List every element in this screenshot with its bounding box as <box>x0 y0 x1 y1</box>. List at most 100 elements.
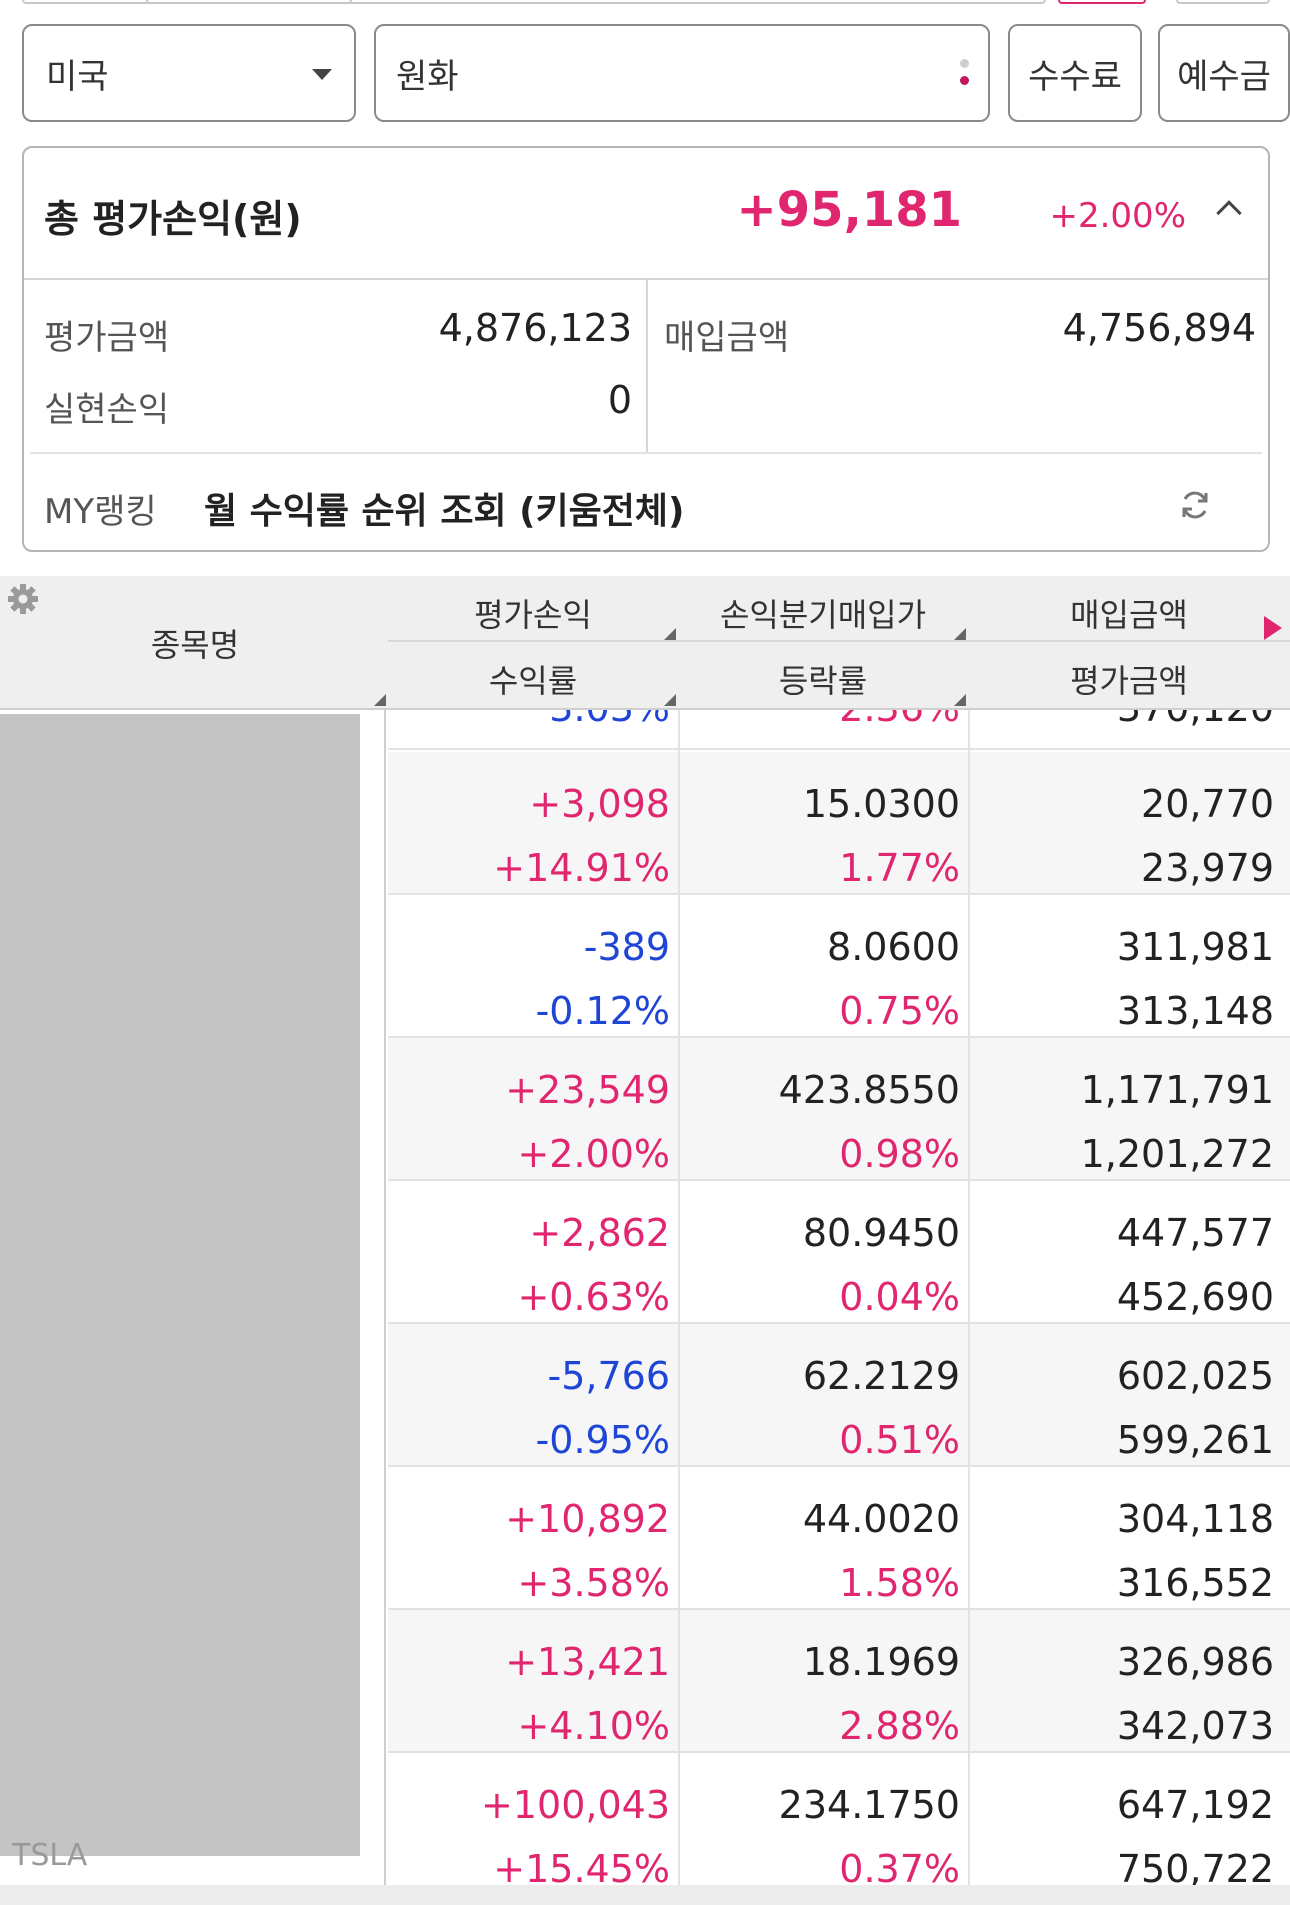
table-row[interactable]: +23,549 +2.00% 423.8550 0.98% 1,171,791 1,201… <box>388 1038 1290 1181</box>
purchase-cell: 602,025 <box>1116 1354 1274 1398</box>
break-even-cell: 423.8550 <box>778 1068 960 1112</box>
change-rate-cell: 0.51% <box>839 1418 960 1462</box>
purchase-cell: 20,770 <box>1141 782 1274 826</box>
summary-title: 총 평가손익(원) <box>44 197 302 241</box>
vertical-dots-icon[interactable] <box>960 59 970 93</box>
table-row[interactable]: +10,892 +3.58% 44.0020 1.58% 304,118 316,552 <box>388 1467 1290 1610</box>
eval-cell: 342,073 <box>1116 1704 1274 1748</box>
summary-header[interactable]: 총 평가손익(원) +95,181 +2.00% <box>24 148 1268 280</box>
header-return[interactable]: 수익률 <box>488 662 578 700</box>
change-rate-cell: 1.77% <box>839 846 960 890</box>
my-ranking-label: MY랭킹 <box>44 492 157 532</box>
sort-corner-icon <box>954 628 966 640</box>
eval-cell: 370,120 <box>1117 710 1274 730</box>
filter-bar: 미국 원화 수수료 예수금 <box>22 24 1290 122</box>
country-select[interactable]: 미국 <box>22 24 356 122</box>
sort-corner-icon <box>664 628 676 640</box>
header-change-rate[interactable]: 등락률 <box>778 662 868 700</box>
divider <box>30 452 1262 454</box>
currency-select[interactable]: 원화 <box>374 24 990 122</box>
sort-corner-icon <box>374 694 386 706</box>
change-rate-cell: 2.88% <box>839 1704 960 1748</box>
refresh-icon[interactable] <box>1178 488 1212 522</box>
table-row[interactable]: +3,098 +14.91% 15.0300 1.77% 20,770 23,979 <box>388 752 1290 895</box>
table-row[interactable]: -5,766 -0.95% 62.2129 0.51% 602,025 599,261 <box>388 1324 1290 1467</box>
eval-cell: 750,722 <box>1116 1847 1274 1885</box>
deposit-button[interactable]: 예수금 <box>1158 24 1290 122</box>
header-pnl[interactable]: 평가손익 <box>474 596 592 634</box>
table-row-partial[interactable]: 3.03% 2.36% 370,120 <box>388 710 1290 750</box>
return-cell: -0.12% <box>535 989 670 1033</box>
chevron-up-icon[interactable] <box>1216 200 1242 226</box>
purchase-cell: 326,986 <box>1116 1640 1274 1684</box>
stock-name-fragment: TSLA <box>12 1838 88 1873</box>
table-body: TSLA 3.03% 2.36% 370,120 +3,098 +14.91% 15… <box>0 710 1290 1885</box>
realized-pnl-label: 실현손익 <box>44 390 170 430</box>
summary-panel: 총 평가손익(원) +95,181 +2.00% 평가금액 4,876,123 … <box>22 146 1270 552</box>
tab-edge <box>146 0 1046 4</box>
arrow-right-icon[interactable] <box>1264 616 1282 640</box>
column-divider <box>678 710 680 1885</box>
top-tab-strip <box>0 0 1290 22</box>
total-pnl-rate: +2.00% <box>1049 196 1187 236</box>
fee-button[interactable]: 수수료 <box>1008 24 1142 122</box>
break-even-cell: 15.0300 <box>802 782 960 826</box>
break-even-cell: 44.0020 <box>802 1497 960 1541</box>
pnl-cell: +2,862 <box>529 1211 670 1255</box>
table-row[interactable]: +13,421 +4.10% 18.1969 2.88% 326,986 342,073 <box>388 1610 1290 1753</box>
purchase-cell: 1,171,791 <box>1080 1068 1274 1112</box>
break-even-cell: 8.0600 <box>827 925 960 969</box>
table-row[interactable]: +100,043 +15.45% 234.1750 0.37% 647,192 750,7… <box>388 1753 1290 1885</box>
bottom-bar <box>0 1885 1290 1905</box>
header-name[interactable]: 종목명 <box>150 626 240 664</box>
divider <box>646 280 648 452</box>
return-cell: +4.10% <box>517 1704 670 1748</box>
break-even-cell: 18.1969 <box>802 1640 960 1684</box>
change-rate-cell: 0.75% <box>839 989 960 1033</box>
sort-corner-icon <box>664 694 676 706</box>
return-cell: +14.91% <box>493 846 670 890</box>
caret-down-icon <box>312 69 332 80</box>
country-select-value: 미국 <box>46 56 109 97</box>
total-pnl-value: +95,181 <box>736 182 962 238</box>
purchase-amount-value: 4,756,894 <box>1062 306 1256 350</box>
return-cell: 3.03% <box>549 710 670 730</box>
header-eval[interactable]: 평가금액 <box>1070 662 1188 700</box>
fee-button-label: 수수료 <box>1028 56 1122 97</box>
return-cell: -0.95% <box>535 1418 670 1462</box>
break-even-cell: 80.9450 <box>802 1211 960 1255</box>
table-row[interactable]: +2,862 +0.63% 80.9450 0.04% 447,577 452,690 <box>388 1181 1290 1324</box>
change-rate-cell: 0.98% <box>839 1132 960 1176</box>
tab-edge-active <box>1058 0 1146 4</box>
table-header: 종목명 평가손익 수익률 손익분기매입가 등락률 매입금액 평가금액 <box>0 576 1290 710</box>
purchase-cell: 311,981 <box>1116 925 1274 969</box>
realized-pnl-value: 0 <box>607 378 632 422</box>
redacted-names <box>0 714 360 1856</box>
eval-cell: 599,261 <box>1116 1418 1274 1462</box>
gear-icon[interactable] <box>6 582 40 616</box>
ranking-link[interactable]: 월 수익률 순위 조회 (키움전체) <box>204 491 685 532</box>
deposit-button-label: 예수금 <box>1177 56 1271 97</box>
return-cell: +2.00% <box>517 1132 670 1176</box>
pnl-cell: -5,766 <box>547 1354 671 1398</box>
pnl-cell: +3,098 <box>529 782 670 826</box>
pnl-cell: +10,892 <box>505 1497 670 1541</box>
change-rate-cell: 1.58% <box>839 1561 960 1605</box>
eval-cell: 23,979 <box>1141 846 1274 890</box>
purchase-cell: 447,577 <box>1116 1211 1274 1255</box>
sort-corner-icon <box>954 694 966 706</box>
table-row[interactable]: -389 -0.12% 8.0600 0.75% 311,981 313,148 <box>388 895 1290 1038</box>
column-divider <box>968 710 970 1885</box>
return-cell: +3.58% <box>517 1561 670 1605</box>
header-purchase[interactable]: 매입금액 <box>1070 596 1188 634</box>
break-even-cell: 234.1750 <box>778 1783 960 1827</box>
purchase-cell: 647,192 <box>1116 1783 1274 1827</box>
header-break-even[interactable]: 손익분기매입가 <box>719 596 927 634</box>
pnl-cell: +100,043 <box>481 1783 670 1827</box>
header-divider <box>388 640 1290 642</box>
eval-cell: 316,552 <box>1116 1561 1274 1605</box>
change-rate-cell: 0.37% <box>839 1847 960 1885</box>
name-column: TSLA <box>0 710 386 1885</box>
currency-select-value: 원화 <box>396 56 459 97</box>
pnl-cell: +13,421 <box>505 1640 670 1684</box>
